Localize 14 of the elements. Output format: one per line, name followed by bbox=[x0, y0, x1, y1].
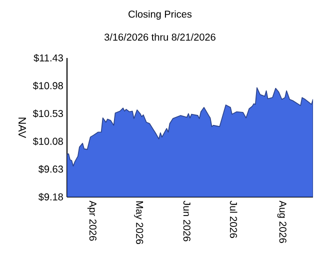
x-tick-label: Apr 2026 bbox=[87, 200, 96, 241]
y-axis-title: NAV bbox=[18, 118, 26, 138]
y-tick-label: $10.08 bbox=[32, 137, 63, 146]
x-tick-label: May 2026 bbox=[134, 201, 144, 244]
y-tick-label: $10.98 bbox=[32, 82, 63, 90]
chart-title: Closing Prices bbox=[128, 10, 192, 20]
y-tick-label: $9.18 bbox=[38, 192, 63, 202]
chart-subtitle: 3/16/2026 thru 8/21/2026 bbox=[104, 33, 216, 41]
x-tick-label: Jun 2026 bbox=[183, 200, 190, 242]
x-tick-label: Aug 2026 bbox=[277, 200, 286, 243]
y-tick-label: $9.63 bbox=[38, 165, 63, 174]
x-tick-label: Jul 2026 bbox=[230, 200, 238, 238]
y-tick-label: $11.43 bbox=[34, 54, 63, 62]
y-tick-label: $10.53 bbox=[32, 110, 63, 118]
